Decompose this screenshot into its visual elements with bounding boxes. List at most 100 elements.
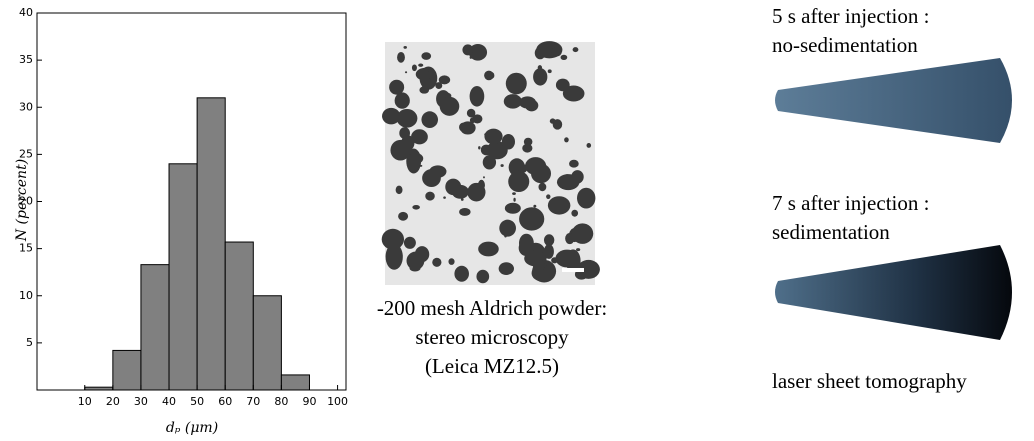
bar [196,97,226,391]
particle [503,94,522,109]
particle [478,241,499,257]
y-tick-label: 20 [19,195,33,208]
particle [429,165,447,178]
particle [403,236,416,249]
particle [397,51,405,63]
particle [454,265,469,282]
particle [418,63,424,67]
y-tick-label: 35 [19,53,33,66]
particle [571,223,594,244]
particle [468,43,488,61]
caption: stereo microscopy [415,325,569,349]
label: sedimentation [772,220,890,244]
particle [571,209,579,217]
bar [224,241,254,391]
particle [469,55,473,59]
particle [421,111,439,128]
particle [406,251,425,270]
particle [518,96,537,109]
particle [562,85,585,102]
y-tick-label: 10 [19,289,33,302]
tomography-image [775,245,1012,340]
particle [460,121,476,135]
particle [523,137,533,146]
particle [398,211,409,221]
particle [443,196,446,199]
particle [505,72,527,95]
particle [448,258,455,265]
particle [411,64,417,72]
particle [551,257,558,264]
particle [421,52,432,60]
particle [517,163,528,174]
particle [533,204,537,208]
caption: -200 mesh Aldrich powder: [377,296,607,320]
particle [519,207,545,231]
particle [522,143,533,153]
x-tick-label: 70 [246,395,260,408]
y-tick-label: 15 [19,242,33,255]
label: 5 s after injection : [772,4,929,28]
particle [411,129,428,145]
particle [425,191,435,201]
particle [546,194,551,200]
particle [572,47,579,53]
particle [564,137,569,143]
particle [390,139,411,161]
particle [427,69,436,80]
particle [396,108,418,128]
particle [389,79,405,95]
particle [501,134,515,150]
particle [551,46,562,57]
particle [498,262,514,275]
particle [547,69,552,74]
particle [547,196,571,215]
particle [486,141,508,160]
y-axis-label: N (percent) [14,159,30,242]
particle [385,243,403,270]
particle [382,107,401,125]
bar [140,264,170,391]
bar [112,349,142,391]
particle [576,187,596,209]
particle [554,210,560,214]
particle [513,197,516,202]
y-tick-label: 40 [19,6,33,19]
x-axis-label: dₚ (μm) [166,420,218,436]
particle [484,128,503,145]
bar [252,295,282,391]
particle [484,133,487,136]
particle [478,146,481,150]
particle [525,157,547,175]
particle [504,202,521,214]
particle [543,234,555,247]
particle [576,248,581,252]
particle [482,155,497,170]
caption: (Leica MZ12.5) [425,354,559,378]
histogram: 5 10 15 20 25 30 35 40 10 20 30 40 50 60 70 80 90 100 [19,6,348,408]
x-tick-label: 90 [302,395,316,408]
particle [586,143,592,148]
particle [476,269,490,284]
particle [394,92,410,109]
particle [565,232,575,245]
y-tick-label: 30 [19,100,33,113]
x-tick-label: 40 [162,395,176,408]
particle [499,219,516,237]
particle [518,240,534,257]
y-tick-label: 25 [19,147,33,160]
particle [565,249,581,273]
particle [438,75,451,85]
bar [280,374,310,391]
particle [549,118,556,124]
particle [500,164,504,167]
particle [432,257,442,267]
particle [404,71,408,74]
particle [403,45,407,49]
particle [564,174,570,181]
particle [512,192,516,196]
caption: laser sheet tomography [772,369,967,393]
particle [419,164,423,167]
x-tick-label: 10 [78,395,92,408]
